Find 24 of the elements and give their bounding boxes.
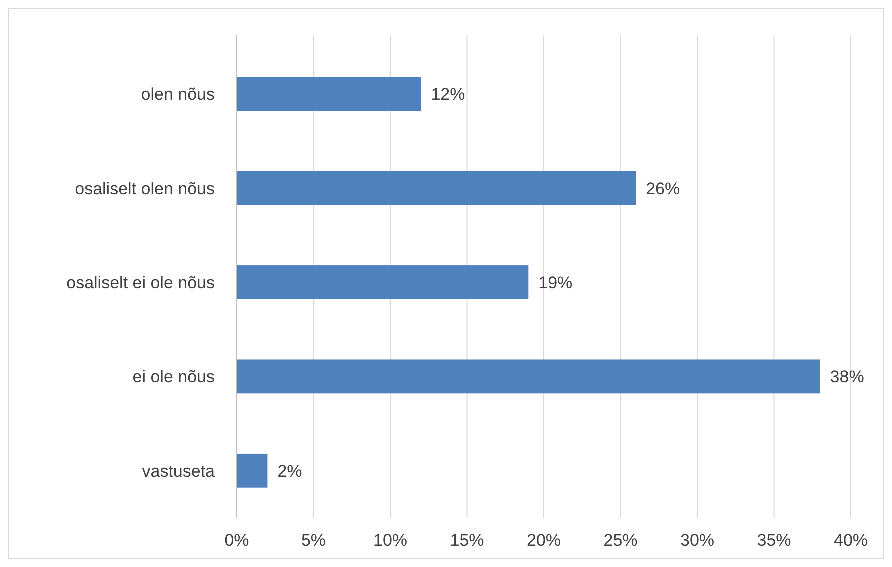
bar [237, 266, 529, 300]
y-tick-label: ei ole nõus [132, 368, 215, 387]
bar [237, 454, 268, 488]
x-tick-label: 20% [526, 531, 562, 550]
bar [237, 171, 636, 206]
y-tick-label: osaliselt olen nõus [75, 179, 215, 198]
x-tick-label: 40% [834, 531, 868, 550]
y-tick-label: osaliselt ei ole nõus [66, 273, 215, 292]
x-tick-label: 30% [680, 531, 715, 550]
x-tick-label: 15% [450, 531, 484, 550]
x-tick-label: 10% [373, 531, 408, 550]
x-tick-label: 0% [224, 531, 250, 550]
bar [237, 77, 422, 112]
data-label: 2% [278, 462, 302, 481]
y-tick-label: olen nõus [141, 85, 215, 104]
x-tick-label: 25% [604, 531, 638, 550]
data-label: 26% [646, 179, 680, 198]
x-tick-label: 5% [301, 531, 326, 550]
y-tick-label: vastuseta [142, 462, 216, 481]
data-label: 38% [830, 368, 864, 387]
bar [237, 360, 820, 394]
data-label: 19% [538, 273, 573, 292]
x-tick-label: 35% [757, 531, 792, 550]
data-label: 12% [431, 85, 466, 104]
